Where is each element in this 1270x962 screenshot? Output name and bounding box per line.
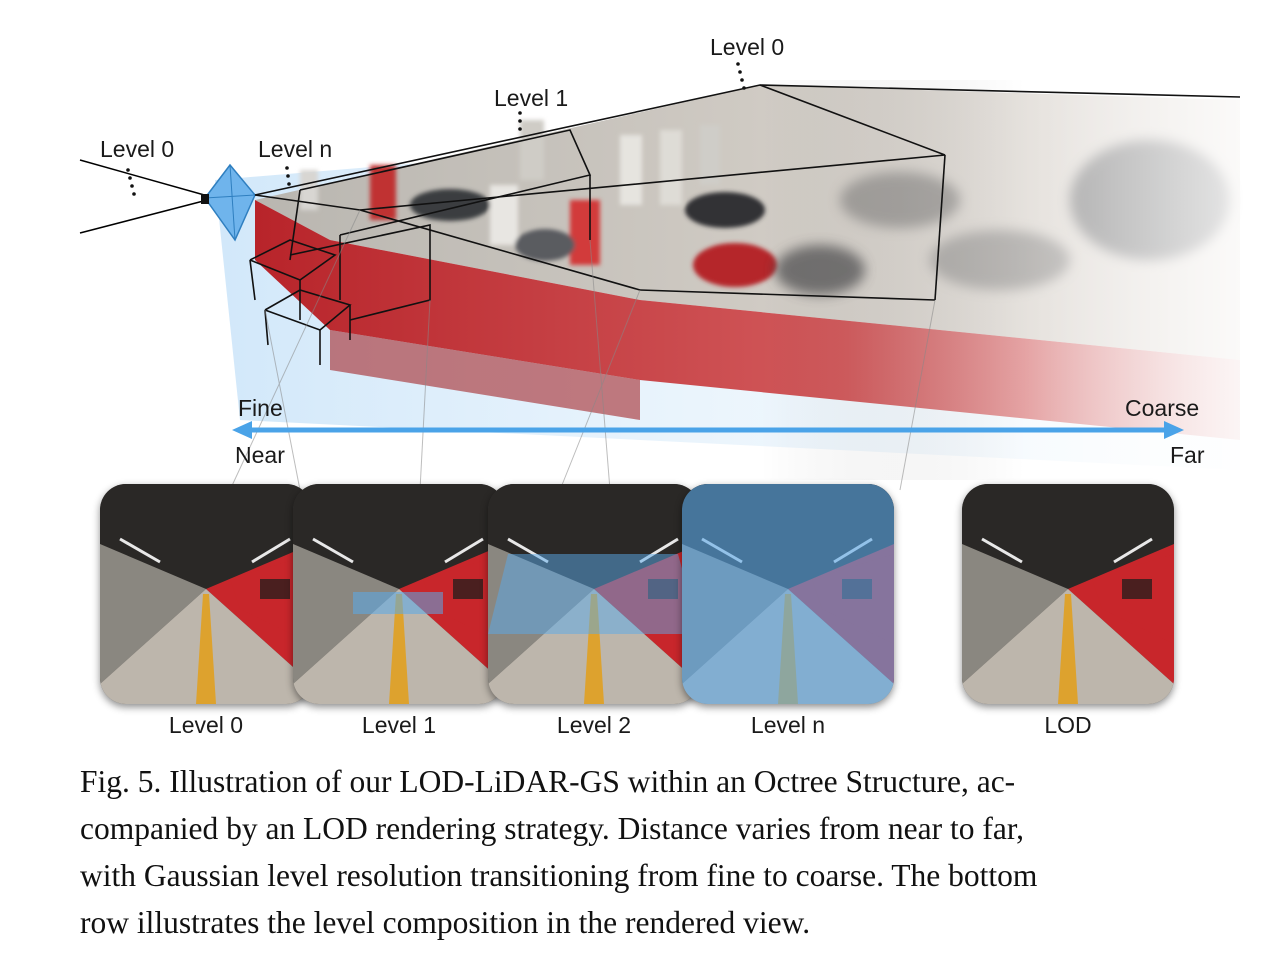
camera-ray	[79, 159, 216, 199]
coarse-label: Coarse	[1125, 395, 1200, 421]
caption-line: with Gaussian level resolution transitio…	[80, 858, 1038, 893]
rendered-view-thumbnail	[682, 484, 894, 704]
thumbnail-label: LOD	[1044, 712, 1092, 738]
octree-scene-illustration	[79, 62, 1241, 491]
near-far-arrow	[232, 421, 1184, 439]
camera-leveln-label: Level n	[258, 136, 333, 162]
thumbnail-label: Level 0	[168, 712, 244, 738]
caption-line: row illustrates the level composition in…	[80, 905, 811, 940]
figure-caption: Fig. 5. Illustration of our LOD-LiDAR-GS…	[80, 758, 1250, 946]
octree-wireframe	[249, 84, 1241, 365]
box-level0-label: Level 0	[710, 34, 785, 60]
rendered-view-thumbnail	[293, 484, 505, 704]
fine-label: Fine	[238, 395, 283, 421]
camera-level0-label: Level 0	[100, 136, 175, 162]
camera-ray	[79, 197, 216, 234]
projection-lines	[229, 209, 936, 491]
thumbnail-label: Level 2	[556, 712, 632, 738]
caption-line: companied by an LOD rendering strategy. …	[80, 811, 1024, 846]
thumbnail-label: Level 1	[361, 712, 437, 738]
label-connectors	[126, 62, 746, 196]
caption-line: Fig. 5. Illustration of our LOD-LiDAR-GS…	[80, 764, 1016, 799]
rendered-view-thumbnail	[100, 484, 312, 704]
far-label: Far	[1170, 442, 1205, 468]
box-level1-label: Level 1	[494, 85, 569, 111]
near-label: Near	[235, 442, 285, 468]
rendered-view-thumbnail	[488, 484, 700, 704]
lod-octree-figure: Level 0 Level n Level 1 Level 0 Fine Coa…	[79, 34, 1241, 738]
rendered-view-thumbnail	[962, 484, 1174, 704]
thumbnail-label: Level n	[750, 712, 826, 738]
point-cloud-scene	[255, 80, 1240, 480]
